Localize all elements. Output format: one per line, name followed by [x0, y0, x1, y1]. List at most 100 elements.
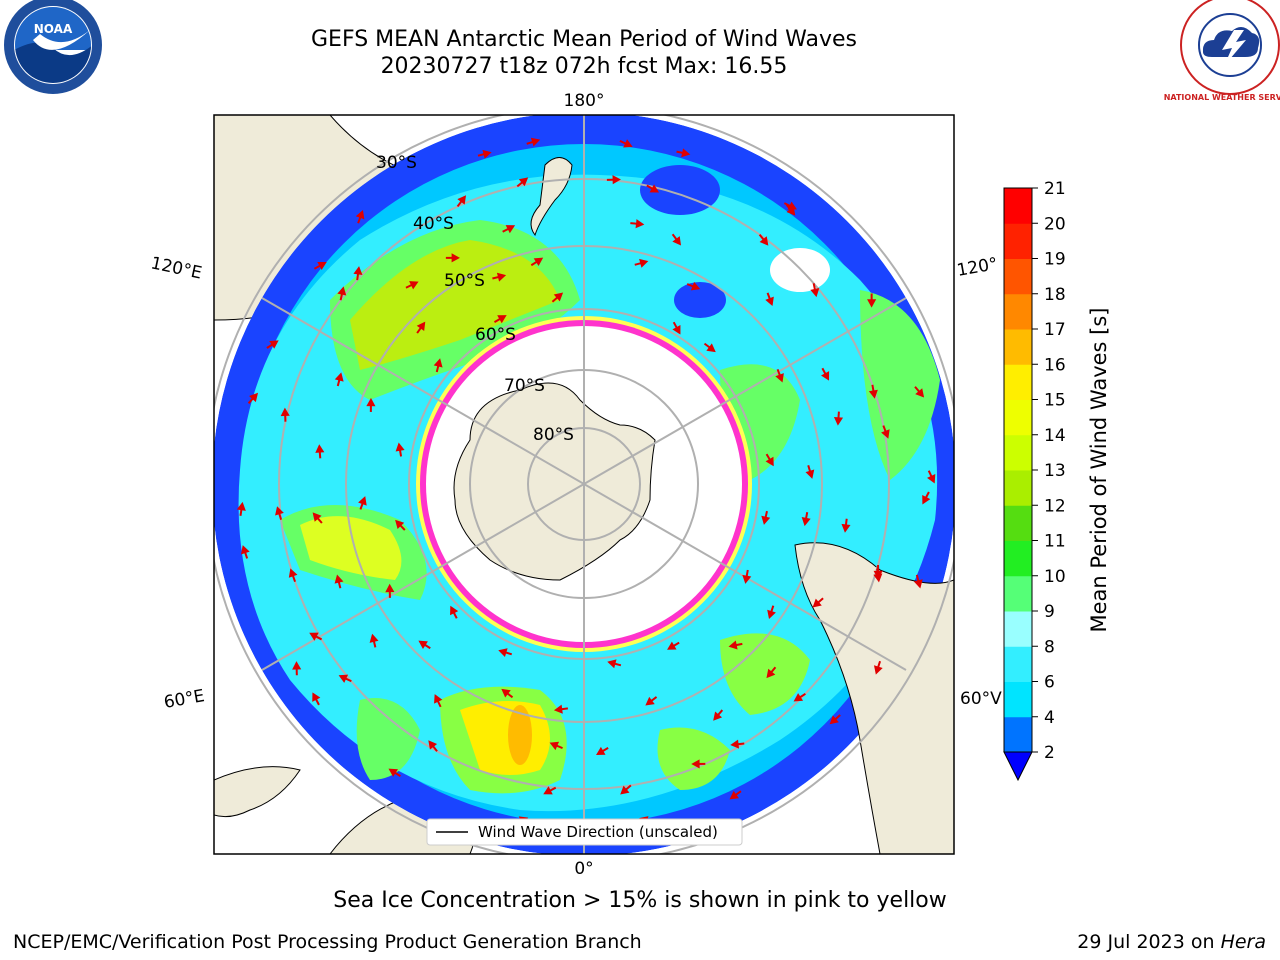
- wave-direction-arrowhead: [787, 201, 797, 210]
- wave-period-field: [214, 115, 954, 854]
- colorbar-segment: [1004, 329, 1032, 365]
- wave-direction-arrowhead: [292, 661, 302, 670]
- wave-direction-arrowhead: [730, 739, 740, 749]
- colorbar-segment: [1004, 470, 1032, 506]
- colorbar-segment: [1004, 575, 1032, 612]
- wave-direction-arrowhead: [635, 219, 645, 229]
- land-madagascar: [214, 766, 301, 818]
- wave-direction-arrowhead: [759, 236, 769, 246]
- wave-direction-arrowhead: [337, 286, 347, 296]
- wave-direction-arrowhead: [530, 137, 541, 147]
- wave-direction-arrowhead: [873, 573, 883, 583]
- wave-direction-arrowhead: [358, 496, 367, 506]
- wave-direction-arrowhead: [765, 456, 774, 467]
- wave-direction-arrowhead: [553, 704, 563, 714]
- colorbar-tick-label: 16: [1044, 355, 1066, 375]
- graticule: [214, 115, 954, 854]
- lon-label-top: 180°: [564, 91, 605, 111]
- wave-direction-arrowhead: [691, 759, 700, 769]
- wave-direction-arrowhead: [482, 149, 492, 159]
- colorbar-segment: [1004, 434, 1032, 471]
- colorbar-tick-label: 6: [1044, 673, 1055, 693]
- wave-direction-arrowhead: [805, 469, 815, 479]
- wave-direction-arrowhead: [793, 693, 804, 702]
- footer-date: 29 Jul 2023 on Hera: [1077, 931, 1266, 953]
- colorbar-tick-label: 21: [1044, 179, 1066, 199]
- wave-direction-arrowhead: [607, 659, 617, 669]
- footer-host: Hera: [1220, 931, 1266, 953]
- wave-direction-arrowhead: [501, 688, 511, 698]
- wave-direction-arrowhead: [312, 692, 321, 702]
- wave-direction-arrowhead: [922, 494, 931, 505]
- wave-direction-arrowhead: [915, 388, 925, 398]
- map-title: GEFS MEAN Antarctic Mean Period of Wind …: [311, 27, 857, 52]
- wave-direction-arrowhead: [645, 696, 655, 706]
- wave-direction-arrowhead: [395, 442, 405, 452]
- colorbar-segment: [1004, 505, 1032, 541]
- wave-direction-arrowhead: [672, 236, 682, 246]
- wave-direction-arrowhead: [620, 785, 630, 795]
- wave-direction-arrowhead: [672, 325, 681, 335]
- wave-direction-arrowhead: [742, 574, 752, 584]
- colorbar-tick-label: 17: [1044, 320, 1066, 340]
- wave-direction-arrowhead: [706, 343, 716, 353]
- colorbar-tick-label: 2: [1044, 743, 1055, 763]
- wave-direction-arrowhead: [433, 358, 443, 368]
- wave-direction-arrowhead: [450, 605, 459, 616]
- lat-label-50s: 50°S: [444, 271, 485, 291]
- wave-direction-arrowhead: [927, 473, 936, 484]
- colorbar-tick-label: 15: [1044, 391, 1066, 411]
- map-area: [214, 115, 954, 854]
- colorbar-tick-label: 8: [1044, 637, 1055, 657]
- nws-logo: NATIONAL WEATHER SERVICE: [1164, 0, 1280, 102]
- wave-direction-arrowhead: [317, 261, 327, 270]
- wave-direction-arrowhead: [667, 641, 677, 650]
- legend-entry: Wind Wave Direction (unscaled): [478, 823, 718, 841]
- wave-direction-arrowhead: [497, 315, 507, 324]
- wave-direction-arrowhead: [623, 139, 633, 148]
- wave-direction-arrowhead: [369, 633, 379, 643]
- wave-direction-arrowhead: [821, 371, 830, 381]
- colorbar-segment: [1004, 681, 1032, 718]
- colorbar-segment: [1004, 611, 1032, 647]
- wave-direction-arrowhead: [241, 545, 250, 555]
- colorbar-tick-label: 13: [1044, 461, 1066, 481]
- colorbar-segment: [1004, 399, 1032, 436]
- lon-label-lower-right: 60°V: [960, 689, 1002, 709]
- wave-direction-arrowhead: [334, 372, 344, 382]
- lat-label-40s: 40°S: [413, 214, 454, 234]
- colorbar-tick-label: 9: [1044, 602, 1055, 622]
- wave-direction-arrowhead: [275, 506, 284, 516]
- lat-label-70s: 70°S: [504, 376, 545, 396]
- map-subtitle: 20230727 t18z 072h fcst Max: 16.55: [380, 54, 788, 79]
- wave-direction-arrowhead: [269, 340, 279, 349]
- wave-direction-arrowhead: [639, 258, 649, 268]
- wave-direction-arrowhead: [596, 746, 606, 756]
- wind-wave-arrows: [236, 137, 936, 834]
- wave-direction-arrowhead: [549, 741, 560, 751]
- colorbar-segment: [1004, 646, 1032, 682]
- colorbar-tick-label: 18: [1044, 285, 1066, 305]
- wave-direction-arrowhead: [498, 648, 508, 658]
- wave-direction-arrowhead: [249, 392, 259, 403]
- wave-direction-arrowhead: [312, 512, 322, 522]
- wave-direction-arrowhead: [355, 209, 365, 220]
- wave-direction-arrowhead: [868, 389, 878, 399]
- wave-direction-arrowhead: [288, 568, 298, 578]
- lat-label-80s: 80°S: [533, 425, 574, 445]
- lat-label-30s: 30°S: [376, 153, 417, 173]
- wave-direction-arrowhead: [388, 768, 398, 777]
- map-legend: Wind Wave Direction (unscaled): [426, 818, 743, 846]
- wave-direction-arrowhead: [533, 257, 544, 267]
- wave-direction-arrowhead: [385, 583, 395, 593]
- wave-direction-arrowhead: [913, 579, 923, 589]
- colorbar-segment: [1004, 364, 1032, 400]
- footer-date-text: 29 Jul 2023 on: [1077, 931, 1221, 953]
- map-frame: [213, 114, 955, 855]
- wave-direction-arrowhead: [729, 790, 739, 800]
- footer-credit: NCEP/EMC/Verification Post Processing Pr…: [13, 931, 642, 953]
- wave-direction-arrowhead: [649, 184, 660, 193]
- wave-direction-arrowhead: [496, 272, 507, 282]
- wave-direction-arrowhead: [418, 640, 428, 650]
